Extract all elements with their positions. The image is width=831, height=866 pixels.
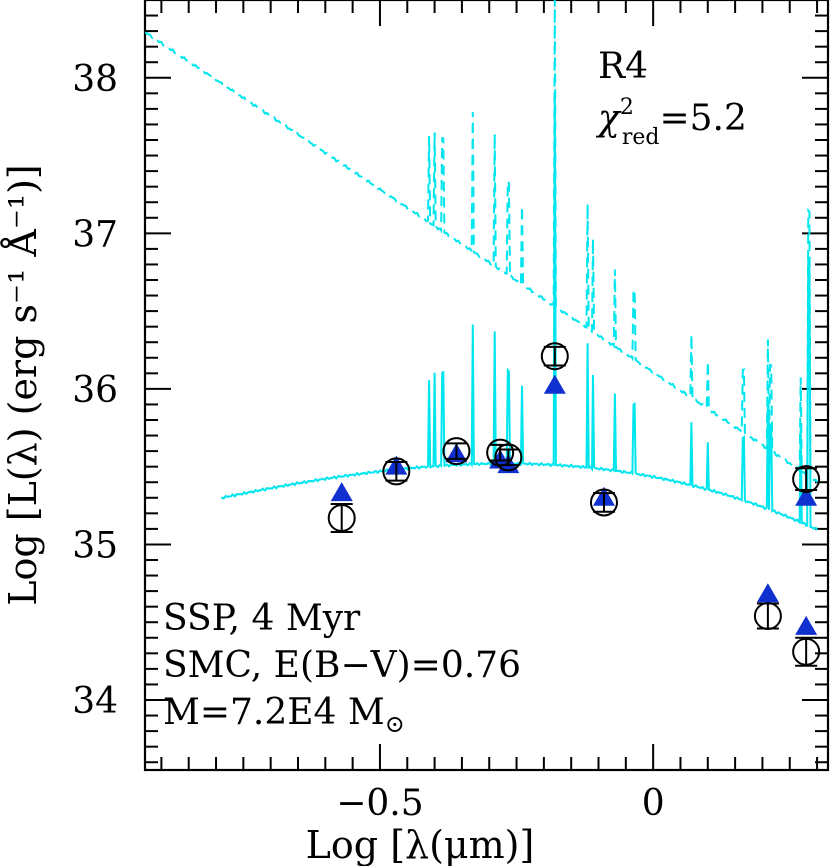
observed-circle [442, 437, 471, 466]
observed-circle [792, 465, 821, 494]
region-label: R4 [598, 46, 648, 87]
y-tick-label: 36 [72, 370, 118, 411]
mass-sub: ⊙ [385, 710, 405, 738]
mass-text: M=7.2E4 M [163, 692, 385, 733]
plot-frame [143, 0, 830, 772]
chi-square-label: χ2 red=5.2 [595, 95, 747, 150]
ssp-label: SSP, 4 Myr [163, 598, 361, 639]
x-tick-label: 0 [642, 783, 665, 824]
model-triangle [330, 482, 353, 502]
observed-circle [540, 342, 569, 371]
chi-value: =5.2 [659, 98, 746, 139]
observed-circle [792, 637, 821, 666]
y-tick-label: 38 [72, 59, 118, 100]
y-tick-label: 34 [72, 681, 118, 722]
y-axis-label: Log [L(λ) (erg s⁻¹ Å⁻¹)] [1, 164, 45, 606]
chi-sub: red [622, 125, 660, 150]
intrinsic-spectrum-line [144, 0, 819, 483]
observed-circle [327, 504, 356, 532]
x-tick-label: −0.5 [336, 783, 423, 824]
model-triangle [756, 583, 779, 603]
x-axis-label: Log [λ(μm)] [306, 823, 535, 866]
data-points [327, 342, 821, 667]
observed-circle [382, 457, 411, 486]
mass-label: M=7.2E4 M⊙ [163, 692, 405, 738]
observed-circle [589, 488, 618, 517]
observed-circle [753, 602, 782, 630]
model-triangle [543, 374, 566, 394]
model-spectra [144, 0, 819, 531]
y-tick-label: 37 [72, 214, 118, 255]
y-tick-labels: 34 35 36 37 38 [72, 59, 118, 722]
extinction-label: SMC, E(B−V)=0.76 [163, 645, 521, 686]
model-triangle [795, 615, 818, 635]
chi-sup: 2 [620, 95, 634, 120]
model-triangle [795, 486, 818, 506]
x-tick-labels: −0.5 0 [336, 783, 664, 824]
axis-ticks [145, 0, 828, 770]
y-tick-label: 35 [72, 525, 118, 566]
observed-circle [494, 443, 523, 472]
chi-symbol: χ [595, 98, 622, 139]
